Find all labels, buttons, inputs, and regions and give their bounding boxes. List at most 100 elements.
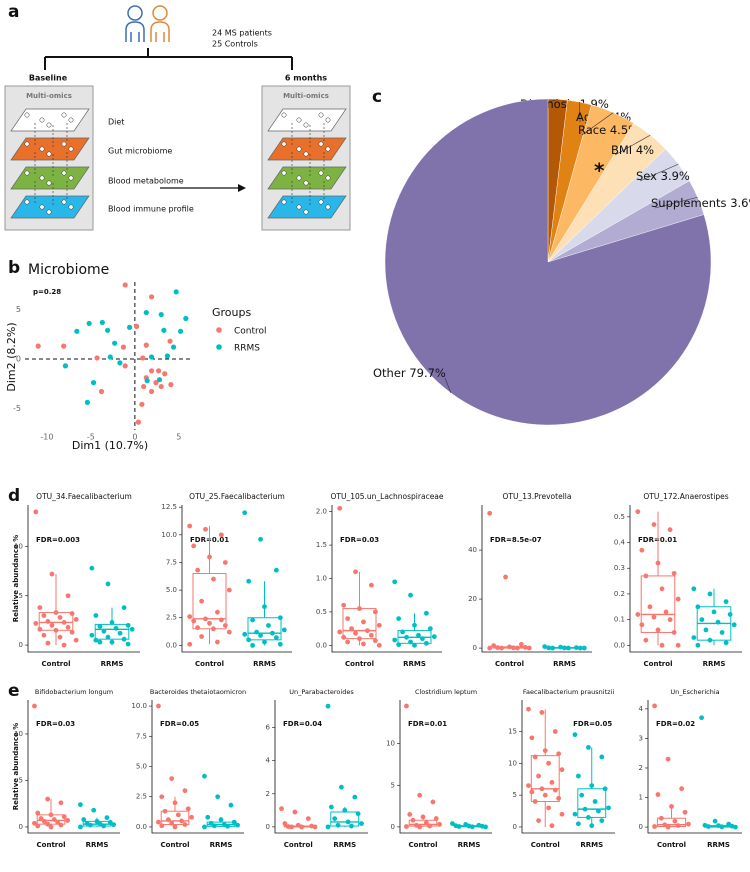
point xyxy=(73,637,79,643)
point xyxy=(372,638,378,644)
y-tick-label: 40 xyxy=(468,546,477,554)
point xyxy=(120,344,127,350)
layer-node xyxy=(39,175,45,181)
leader-line xyxy=(654,196,698,209)
point xyxy=(246,578,252,584)
point xyxy=(577,645,583,651)
layer-link xyxy=(34,181,68,205)
point xyxy=(727,612,733,617)
y-tick-label: 2.5 xyxy=(136,793,147,801)
point xyxy=(396,642,402,648)
point xyxy=(250,617,256,623)
point xyxy=(652,703,657,709)
point xyxy=(242,631,248,637)
point xyxy=(140,355,146,361)
y-tick-label: 0.0 xyxy=(166,641,177,649)
point xyxy=(511,645,516,651)
x-tick-label: RRMS xyxy=(580,841,603,849)
point xyxy=(663,609,669,615)
point xyxy=(161,327,167,333)
point xyxy=(292,809,298,815)
point xyxy=(211,626,216,632)
point xyxy=(353,630,358,636)
point xyxy=(169,820,175,826)
point xyxy=(392,637,398,643)
y-tick-label: 0.2 xyxy=(614,590,625,598)
point xyxy=(262,604,267,610)
point xyxy=(337,629,343,635)
point xyxy=(41,613,47,618)
point xyxy=(134,323,140,329)
chart-title: Clostridium leptum xyxy=(415,688,477,696)
point xyxy=(91,807,97,813)
point xyxy=(78,802,83,808)
point xyxy=(536,818,541,823)
point xyxy=(643,637,649,643)
y-tick-label: 0.0 xyxy=(136,823,147,831)
point xyxy=(202,824,207,830)
layer-node xyxy=(68,175,74,181)
point xyxy=(357,606,362,611)
point xyxy=(226,629,232,635)
point xyxy=(262,639,267,645)
point xyxy=(536,773,541,779)
point xyxy=(101,628,107,634)
annotation: FDR=0.03 xyxy=(340,536,379,544)
y-tick-label: 10 xyxy=(14,730,23,738)
point xyxy=(218,532,224,538)
point xyxy=(325,703,331,709)
bracket xyxy=(44,48,293,70)
point xyxy=(372,609,378,615)
point xyxy=(345,639,351,645)
y-tick-label: -5 xyxy=(13,404,21,413)
point xyxy=(695,604,701,610)
slice-value: 4% xyxy=(636,143,654,157)
point xyxy=(32,820,37,826)
axis-line xyxy=(27,700,120,834)
annotation: p=0.28 xyxy=(33,288,61,296)
arrow-head xyxy=(238,184,246,192)
point xyxy=(162,808,168,814)
point xyxy=(592,799,598,804)
point xyxy=(487,510,493,516)
point xyxy=(499,645,504,651)
point xyxy=(412,622,417,628)
layer-node xyxy=(46,180,52,186)
y-tick-label: 5 xyxy=(391,781,395,789)
point xyxy=(731,622,737,628)
point xyxy=(172,800,178,806)
point xyxy=(404,824,409,829)
x-tick-label: Control xyxy=(644,660,673,668)
point xyxy=(158,383,164,390)
point xyxy=(45,619,51,624)
point xyxy=(396,616,402,621)
point xyxy=(94,818,100,824)
layer-node xyxy=(318,112,324,118)
point xyxy=(433,816,439,821)
point xyxy=(515,645,520,651)
point xyxy=(596,808,601,814)
y-tick-label: 7.5 xyxy=(166,558,177,566)
point xyxy=(168,382,174,388)
layer-node xyxy=(303,180,309,186)
point xyxy=(173,289,179,295)
x-tick-label: Control xyxy=(345,660,374,668)
point xyxy=(97,623,103,629)
point xyxy=(117,360,123,366)
point xyxy=(437,822,442,827)
person-head xyxy=(152,5,168,21)
layer-node xyxy=(303,209,309,215)
slice-name: Sex xyxy=(636,169,657,183)
point xyxy=(573,645,579,650)
chart-title: OTU_172.Anaerostipes xyxy=(643,492,728,501)
point xyxy=(61,343,67,349)
person-body xyxy=(150,21,170,42)
layer-node xyxy=(46,151,52,157)
point xyxy=(675,596,681,602)
point xyxy=(202,773,207,779)
slice-name: Race xyxy=(578,123,606,137)
chart-title: Bacteroides thetaiotaomicron xyxy=(150,688,246,696)
point xyxy=(170,344,177,350)
layer-node xyxy=(303,151,309,157)
point xyxy=(165,817,171,823)
